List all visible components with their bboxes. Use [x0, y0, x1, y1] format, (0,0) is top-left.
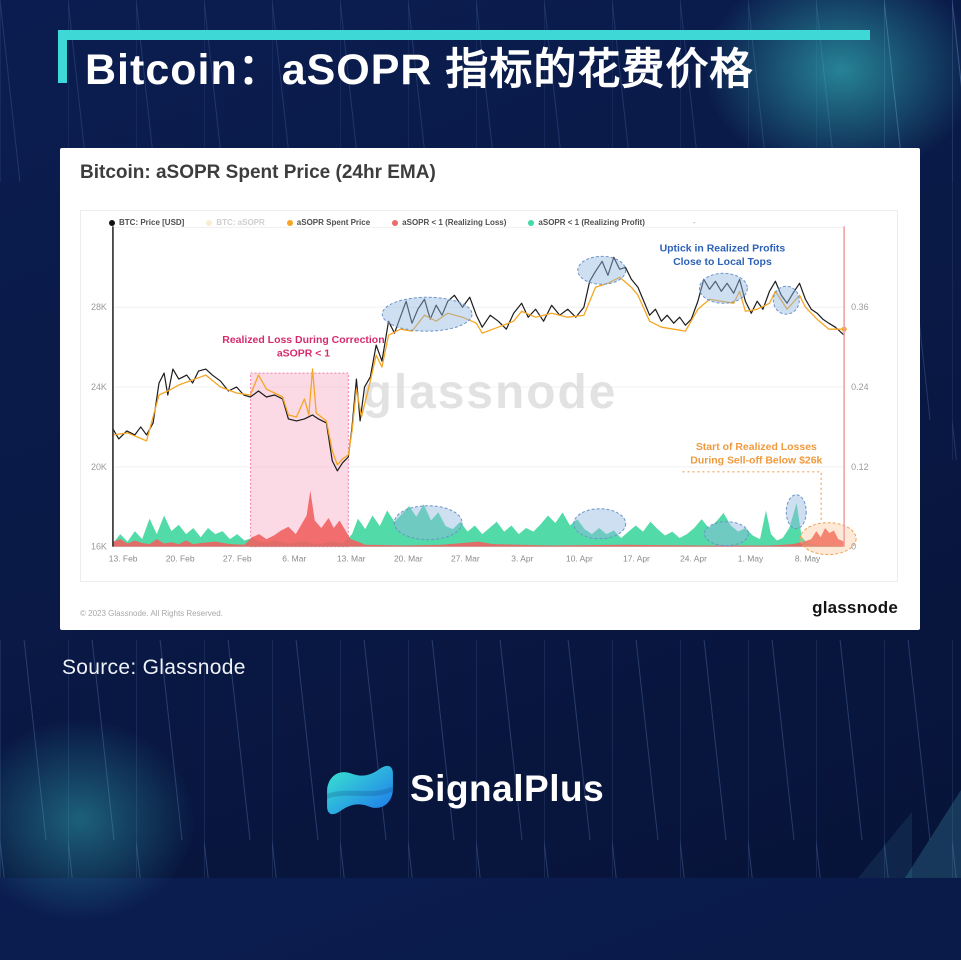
- legend-item[interactable]: aSOPR < 1 (Realizing Loss): [392, 218, 506, 227]
- title-accent-bar: [58, 30, 870, 40]
- signalplus-logo-text: SignalPlus: [410, 768, 605, 809]
- legend-item[interactable]: BTC: Price [USD]: [109, 218, 184, 227]
- loss-area: [112, 490, 845, 547]
- x-tick-label: 13. Feb: [109, 554, 138, 564]
- annotation-loss-correction: Realized Loss During Correction: [222, 335, 384, 346]
- y-right-tick-label: 0.36: [851, 302, 868, 312]
- chart-card-footer: © 2023 Glassnode. All Rights Reserved. g…: [80, 598, 898, 618]
- legend-item[interactable]: aSOPR Spent Price: [286, 218, 371, 227]
- x-tick-label: 13. Mar: [337, 554, 366, 564]
- annotation-selloff: Start of Realized Losses: [696, 442, 817, 453]
- highlight-ellipse: [381, 296, 473, 332]
- legend-label: BTC: aSOPR: [216, 218, 265, 227]
- x-tick-label: 27. Feb: [223, 554, 252, 564]
- y-left-tick-label: 20K: [91, 462, 107, 472]
- legend-item[interactable]: aSOPR < 1 (Realizing Profit): [528, 218, 645, 227]
- profit-area: [112, 503, 845, 547]
- source-caption: Source: Glassnode: [62, 656, 246, 679]
- annotation-loss-correction: aSOPR < 1: [277, 349, 330, 360]
- loss-correction-region: [250, 372, 349, 548]
- chart-plot: glassnode Realized Loss During Correction…: [91, 226, 869, 564]
- chart-card: Bitcoin: aSOPR Spent Price (24hr EMA) BT…: [60, 148, 920, 630]
- signalplus-logo-icon: [327, 765, 393, 815]
- chart-legend: BTC: Price [USD] BTC: aSOPR aSOPR Spent Pr…: [109, 218, 889, 227]
- x-tick-label: 17. Apr: [623, 554, 650, 564]
- legend-dot-icon: [206, 219, 213, 226]
- brand-footer: SignalPlus: [0, 752, 961, 842]
- copyright-text: © 2023 Glassnode. All Rights Reserved.: [80, 609, 223, 618]
- highlight-ellipse: [393, 505, 463, 541]
- legend-label: aSOPR Spent Price: [296, 218, 371, 227]
- selloff-connector: [682, 471, 822, 522]
- y-right-tick-label: 0.12: [851, 462, 868, 472]
- x-tick-label: 8. May: [795, 554, 821, 564]
- x-tick-label: 20. Mar: [394, 554, 423, 564]
- highlight-ellipse: [573, 508, 627, 540]
- highlight-ellipse: [785, 494, 807, 530]
- legend-label: aSOPR < 1 (Realizing Loss): [402, 218, 507, 227]
- x-tick-label: 20. Feb: [166, 554, 195, 564]
- highlight-ellipse: [772, 285, 800, 315]
- annotation-profit-uptick: Close to Local Tops: [673, 257, 772, 268]
- highlight-ellipse: [703, 521, 749, 547]
- glassnode-wordmark: glassnode: [812, 598, 898, 617]
- legend-label: BTC: Price [USD]: [119, 218, 185, 227]
- y-right-tick-label: 0: [851, 542, 856, 552]
- highlight-ellipse: [698, 272, 748, 304]
- btc-price-line: [112, 256, 845, 472]
- x-tick-label: 10. Apr: [566, 554, 593, 564]
- chart-panel: BTC: Price [USD] BTC: aSOPR aSOPR Spent Pr…: [80, 210, 898, 582]
- highlight-ellipse: [577, 255, 627, 285]
- chart-title: Bitcoin: aSOPR Spent Price (24hr EMA): [80, 162, 436, 183]
- spent-price-line: [112, 276, 845, 466]
- page-title: Bitcoin：aSOPR 指标的花费价格: [85, 46, 754, 94]
- y-left-tick-label: 16K: [91, 542, 107, 552]
- legend-dot-icon: [392, 219, 399, 226]
- highlight-ellipse: [799, 522, 857, 556]
- legend-label: aSOPR < 1 (Realizing Profit): [538, 218, 645, 227]
- x-tick-label: 3. Apr: [511, 554, 533, 564]
- legend-item[interactable]: BTC: aSOPR: [206, 218, 265, 227]
- y-left-tick-label: 28K: [91, 302, 107, 312]
- annotation-selloff: During Sell-off Below $26k: [690, 455, 822, 466]
- y-right-tick-label: 0.24: [851, 382, 868, 392]
- x-tick-label: 1. May: [738, 554, 764, 564]
- glassnode-watermark: glassnode: [363, 366, 618, 419]
- annotation-profit-uptick: Uptick in Realized Profits: [660, 243, 786, 254]
- y-left-tick-label: 24K: [91, 382, 107, 392]
- x-tick-label: 6. Mar: [282, 554, 306, 564]
- legend-dash: -: [692, 218, 696, 227]
- legend-dot-icon: [109, 219, 115, 226]
- x-tick-label: 27. Mar: [451, 554, 480, 564]
- legend-dot-icon: [286, 219, 293, 226]
- title-accent-corner: [58, 30, 67, 83]
- legend-dot-icon: [528, 219, 535, 226]
- x-tick-label: 24. Apr: [680, 554, 707, 564]
